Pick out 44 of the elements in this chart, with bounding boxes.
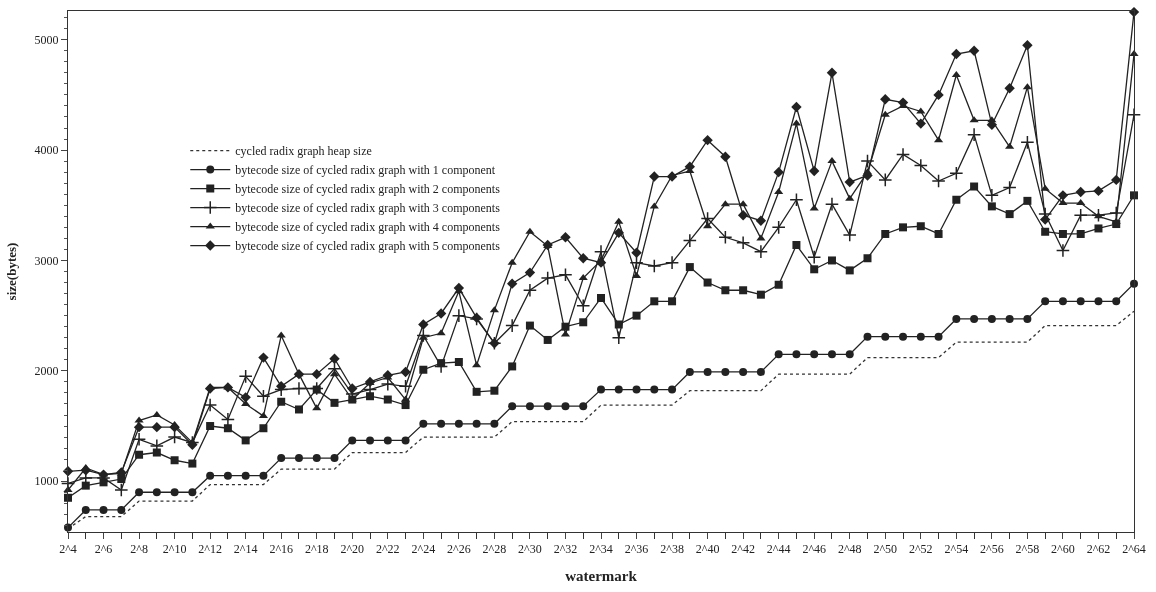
x-tick-label: 2^36 [624, 542, 649, 557]
x-tick-label: 2^20 [340, 542, 365, 557]
x-tick-label: 2^40 [695, 542, 720, 557]
x-tick-label: 2^4 [59, 542, 77, 557]
x-tick-label: 2^14 [233, 542, 258, 557]
x-tick-label: 2^62 [1086, 542, 1111, 557]
x-axis-title: watermark [565, 568, 638, 585]
x-tick-label: 2^48 [837, 542, 862, 557]
x-tick-label: 2^64 [1122, 542, 1146, 557]
legend-label: bytecode size of cycled radix graph with 4 components [235, 220, 501, 235]
y-axis-title: size(bytes) [3, 242, 19, 301]
x-tick-label: 2^56 [980, 542, 1004, 557]
x-tick-label: 2^10 [162, 542, 187, 557]
x-tick-label: 2^22 [375, 542, 400, 557]
x-tick-label: 2^52 [908, 542, 933, 557]
y-tick-label: 4000 [34, 143, 59, 158]
x-tick-label: 2^34 [589, 542, 613, 557]
x-tick-label: 2^38 [660, 542, 684, 557]
y-tick-label: 2000 [34, 364, 59, 379]
x-tick-label: 2^60 [1051, 542, 1075, 557]
x-tick-label: 2^28 [482, 542, 507, 557]
x-tick-label: 2^6 [94, 542, 113, 557]
legend-label: bytecode size of cycled radix graph with 2 components [235, 182, 501, 197]
x-tick-label: 2^44 [766, 542, 791, 557]
legend-label: cycled radix graph heap size [235, 144, 372, 159]
x-tick-label: 2^30 [518, 542, 542, 557]
x-tick-label: 2^42 [731, 542, 755, 557]
x-tick-label: 2^16 [269, 542, 294, 557]
y-tick-label: 5000 [34, 32, 59, 47]
legend-label: bytecode size of cycled radix graph with 3 components [235, 201, 501, 216]
legend-label: bytecode size of cycled radix graph with 5 components [235, 239, 501, 254]
x-tick-label: 2^50 [873, 542, 898, 557]
x-tick-label: 2^26 [447, 542, 471, 557]
x-tick-label: 2^46 [802, 542, 827, 557]
y-tick-label: 1000 [34, 474, 59, 489]
x-tick-label: 2^8 [130, 542, 148, 557]
x-tick-label: 2^54 [944, 542, 969, 557]
legend-label: bytecode size of cycled radix graph with 1 component [235, 163, 496, 178]
x-tick-label: 2^58 [1015, 542, 1040, 557]
x-tick-label: 2^18 [304, 542, 329, 557]
y-tick-label: 3000 [34, 253, 59, 268]
x-tick-label: 2^12 [198, 542, 222, 557]
x-tick-label: 2^24 [411, 542, 436, 557]
x-tick-label: 2^32 [553, 542, 578, 557]
